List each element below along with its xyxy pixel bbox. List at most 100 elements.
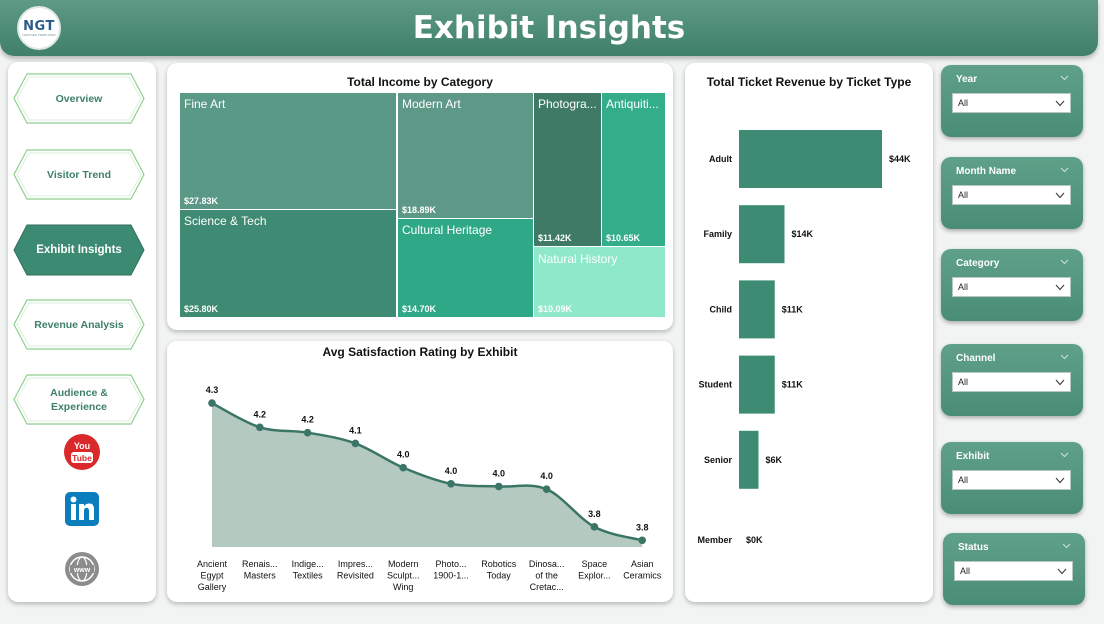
satisfaction-point[interactable] xyxy=(351,439,360,448)
status-dropdown[interactable]: All xyxy=(954,561,1073,581)
nav-button-shape xyxy=(13,374,145,425)
satisfaction-x-tick-label: Robotics xyxy=(481,559,517,569)
treemap-cell-label: Natural History xyxy=(538,252,618,266)
category-dropdown[interactable]: All xyxy=(952,277,1071,297)
nav-panel: Overview Visitor Trend Exhibit Insights … xyxy=(8,62,156,602)
treemap-cell-fine-art[interactable]: Fine Art $27.83K xyxy=(180,93,396,209)
nav-label: Visitor Trend xyxy=(47,168,111,181)
satisfaction-x-tick-label: Impres... xyxy=(338,559,373,569)
svg-text:www: www xyxy=(73,567,91,574)
slicer-label: Month Name xyxy=(956,166,1016,177)
exhibit-dropdown[interactable]: All xyxy=(952,470,1071,490)
treemap-cell-science-tech[interactable]: Science & Tech $25.80K xyxy=(180,210,396,317)
satisfaction-x-tick-label: Ceramics xyxy=(623,571,662,581)
nav-button-shape xyxy=(13,299,145,350)
satisfaction-point[interactable] xyxy=(542,485,551,493)
satisfaction-x-tick-label: Sculpt... xyxy=(387,571,420,581)
satisfaction-x-tick-label: Gallery xyxy=(198,582,227,592)
satisfaction-x-tick-label: of the xyxy=(535,571,558,581)
chevron-down-icon[interactable] xyxy=(1060,450,1069,459)
satisfaction-point[interactable] xyxy=(590,523,599,531)
linkedin-icon[interactable] xyxy=(63,490,101,528)
nav-audience-experience-button[interactable]: Audience & Experience xyxy=(13,374,145,425)
treemap-cell-value: $10.65K xyxy=(606,233,641,243)
satisfaction-x-tick-label: Modern xyxy=(388,559,419,569)
youtube-icon[interactable]: You Tube xyxy=(63,433,101,471)
satisfaction-point[interactable] xyxy=(208,399,216,407)
treemap-cell-antiquities[interactable]: Antiquiti... $10.65K xyxy=(602,93,665,246)
chevron-down-icon xyxy=(1055,100,1065,107)
chevron-down-icon xyxy=(1055,284,1065,291)
chevron-down-icon[interactable] xyxy=(1060,257,1069,266)
slicer-value: All xyxy=(958,377,969,387)
chevron-down-icon[interactable] xyxy=(1060,352,1069,361)
channel-dropdown[interactable]: All xyxy=(952,372,1071,392)
satisfaction-point[interactable] xyxy=(495,482,503,491)
satisfaction-x-tick-label: Renais... xyxy=(242,559,278,569)
ticket-bar[interactable] xyxy=(739,130,882,188)
treemap-cell-natural-history[interactable]: Natural History $10.09K xyxy=(534,247,665,317)
logo-text: NGT xyxy=(23,18,55,34)
nav-overview-button[interactable]: Overview xyxy=(13,73,145,124)
satisfaction-x-tick-label: Dinosa... xyxy=(529,559,565,569)
satisfaction-title: Avg Satisfaction Rating by Exhibit xyxy=(322,345,518,359)
treemap-cell-label: Photogra... xyxy=(538,97,597,111)
category-slicer: Category All xyxy=(941,249,1083,321)
treemap-cell-label: Science & Tech xyxy=(184,214,267,228)
satisfaction-x-tick-label: Textiles xyxy=(293,571,324,581)
treemap-cell-label: Cultural Heritage xyxy=(402,223,493,237)
ticket-bar[interactable] xyxy=(739,355,775,414)
satisfaction-x-tick-label: 1900-1... xyxy=(433,571,469,581)
satisfaction-point[interactable] xyxy=(399,463,407,472)
satisfaction-x-tick-label: Indige... xyxy=(292,559,324,569)
nav-exhibit-insights-button[interactable]: Exhibit Insights xyxy=(13,224,145,276)
year-dropdown[interactable]: All xyxy=(952,93,1071,113)
month-dropdown[interactable]: All xyxy=(952,185,1071,205)
satisfaction-point[interactable] xyxy=(638,536,646,545)
satisfaction-data-label: 4.0 xyxy=(397,450,410,460)
slicer-label: Status xyxy=(958,542,989,553)
nav-label: Overview xyxy=(55,92,103,105)
ticket-data-label: $14K xyxy=(792,229,814,239)
treemap-cell-value: $25.80K xyxy=(184,304,219,314)
header-bar: NGT NEXTGEN TEMPLATES Exhibit Insights xyxy=(0,0,1098,56)
ticket-bar[interactable] xyxy=(739,205,785,264)
chevron-down-icon[interactable] xyxy=(1062,541,1071,550)
slicer-label: Category xyxy=(956,258,1000,269)
nav-visitor-trend-button[interactable]: Visitor Trend xyxy=(13,149,145,200)
chevron-down-icon xyxy=(1057,568,1067,575)
satisfaction-data-label: 4.0 xyxy=(540,471,553,481)
satisfaction-data-label: 4.2 xyxy=(301,415,314,425)
nav-revenue-analysis-button[interactable]: Revenue Analysis xyxy=(13,299,145,350)
ticket-data-label: $44K xyxy=(889,154,911,164)
chevron-down-icon[interactable] xyxy=(1060,165,1069,174)
treemap-cell-label: Fine Art xyxy=(184,97,226,111)
satisfaction-x-tick-label: Photo... xyxy=(435,559,466,569)
treemap-cell-photography[interactable]: Photogra... $11.42K xyxy=(534,93,601,246)
treemap-cell-cultural-heritage[interactable]: Cultural Heritage $14.70K xyxy=(398,219,533,317)
status-slicer: Status All xyxy=(943,533,1085,605)
chevron-down-icon xyxy=(1055,379,1065,386)
satisfaction-x-tick-label: Cretac... xyxy=(530,582,564,592)
satisfaction-data-label: 4.0 xyxy=(445,466,458,476)
satisfaction-x-tick-label: Egypt xyxy=(200,571,224,581)
satisfaction-x-tick-label: Explor... xyxy=(578,571,611,581)
logo-subtext: NEXTGEN TEMPLATES xyxy=(22,32,56,37)
ticket-bar[interactable] xyxy=(739,430,759,489)
satisfaction-point[interactable] xyxy=(303,428,312,437)
ticket-bar[interactable] xyxy=(739,280,775,339)
satisfaction-point[interactable] xyxy=(447,480,455,488)
chevron-down-icon[interactable] xyxy=(1060,73,1069,82)
globe-icon[interactable]: www xyxy=(63,550,101,588)
satisfaction-data-label: 3.8 xyxy=(636,522,649,532)
nav-button-shape xyxy=(13,73,145,124)
slicer-value: All xyxy=(958,98,969,108)
channel-slicer: Channel All xyxy=(941,344,1083,416)
satisfaction-point[interactable] xyxy=(256,423,264,432)
treemap-cell-modern-art[interactable]: Modern Art $18.89K xyxy=(398,93,533,218)
chevron-down-icon xyxy=(1055,192,1065,199)
svg-text:Tube: Tube xyxy=(72,453,92,463)
satisfaction-data-label: 4.1 xyxy=(349,425,362,435)
slicer-value: All xyxy=(958,475,969,485)
